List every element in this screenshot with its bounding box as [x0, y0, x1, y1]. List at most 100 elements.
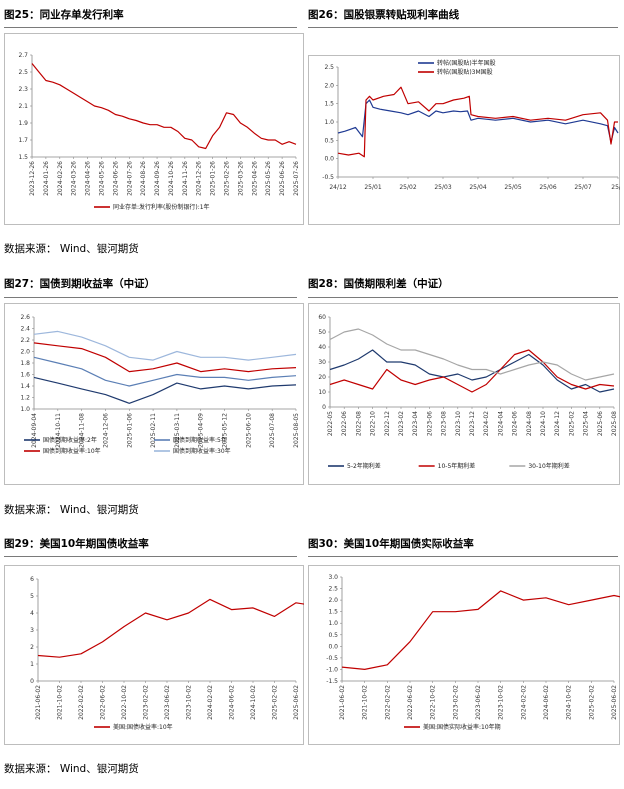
x-tick-label: 2024-07-26 — [126, 161, 133, 196]
y-tick-label: 20 — [318, 374, 326, 381]
figure-title: 图25：同业存单发行利率 — [4, 9, 124, 21]
y-tick-label: 2.5 — [324, 64, 334, 71]
y-tick-label: 1.0 — [324, 119, 334, 126]
x-tick-label: 2023-02-02 — [452, 685, 459, 720]
x-tick-label: 2024-01-26 — [43, 161, 50, 196]
series-line — [31, 63, 297, 150]
figure-title: 图28：国债期限利差（中证） — [308, 278, 449, 290]
x-tick-label: 25/06 — [539, 184, 556, 191]
y-tick-label: 1.5 — [328, 609, 338, 616]
x-tick-label: 2022-08 — [355, 411, 362, 436]
divider — [308, 27, 618, 28]
data-source-note: 数据来源： Wind、银河期货 — [4, 504, 139, 516]
x-tick-label: 2024-04-26 — [85, 161, 92, 196]
y-tick-label: 2.5 — [328, 586, 338, 593]
x-tick-label: 2024-10-26 — [168, 161, 175, 196]
x-tick-label: 2024-05-26 — [98, 161, 105, 196]
x-tick-label: 25/02 — [399, 184, 416, 191]
x-tick-label: 2023-06 — [426, 411, 433, 436]
y-tick-label: 2.7 — [18, 52, 28, 59]
y-tick-label: 10 — [318, 389, 326, 396]
x-tick-label: 2024-10 — [540, 411, 547, 436]
y-tick-label: 1.2 — [20, 395, 30, 402]
chart-svg: -0.5 0.0 0.5 1.0 1.5 2.0 2.5 24/12 25/01 25/02 25/… — [322, 59, 620, 191]
x-tick-label: 2025-02 — [568, 411, 575, 436]
x-tick-label: 25/01 — [364, 184, 381, 191]
x-tick-label: 2023-06-02 — [475, 685, 482, 720]
x-tick-label: 25/0 — [611, 184, 620, 191]
y-tick-label: 1.4 — [20, 383, 30, 390]
y-tick-label: 3.0 — [328, 574, 338, 581]
y-tick-label: 1.0 — [20, 406, 30, 413]
chart-svg: 1.5 1.7 1.9 2.1 2.3 2.5 2.7 2023-12-26 2024-01-2… — [18, 52, 300, 211]
series-line — [337, 86, 618, 158]
y-tick-label: 0 — [322, 404, 326, 411]
x-tick-label: 2023-12-26 — [29, 161, 36, 196]
x-tick-label: 24/12 — [329, 184, 346, 191]
legend-label: 国债到期收益率:2年 — [43, 436, 97, 444]
x-tick-label: 2024-12-26 — [196, 161, 203, 196]
x-tick-label: 2024-11-08 — [79, 413, 86, 448]
series-line — [329, 349, 615, 393]
divider — [308, 556, 618, 557]
chart-svg: -1.5 -1.0 -0.5 0.0 0.5 1.0 1.5 2.0 2.5 3.0 2021-06… — [326, 574, 620, 731]
x-tick-label: 25/05 — [504, 184, 521, 191]
y-tick-label: 2.2 — [20, 337, 30, 344]
chart-frame — [4, 565, 304, 745]
y-tick-label: -0.5 — [322, 174, 334, 181]
x-tick-label: 2024-08-26 — [140, 161, 147, 196]
x-tick-label: 2025-03-11 — [174, 413, 181, 448]
series-line — [33, 356, 297, 387]
series-line — [337, 99, 619, 143]
legend-label: 转帖(国股贴)半年国股 — [437, 59, 496, 67]
y-tick-label: 2.3 — [18, 86, 28, 93]
x-tick-label: 2025-02-02 — [272, 685, 279, 720]
legend-label: 美国:国债实际收益率:10年期 — [423, 723, 501, 731]
y-tick-label: 0 — [30, 678, 34, 685]
x-tick-label: 2025-06 — [597, 411, 604, 436]
chart-fig27: 1.0 1.2 1.4 1.6 1.8 2.0 2.2 2.4 2.6 2024-09-04 202… — [4, 303, 304, 485]
legend-label: 国债到期收益率:30年 — [173, 447, 231, 455]
x-tick-label: 2021-10-02 — [362, 685, 369, 720]
y-tick-label: -0.5 — [326, 655, 338, 662]
x-tick-label: 2022-10-02 — [430, 685, 437, 720]
x-tick-label: 2025-07-08 — [269, 413, 276, 448]
x-tick-label: 2021-10-02 — [57, 685, 64, 720]
data-source-note: 数据来源： Wind、银河期货 — [4, 763, 139, 775]
x-tick-label: 2024-02-26 — [57, 161, 64, 196]
y-tick-label: 2.5 — [18, 69, 28, 76]
x-tick-label: 2022-12 — [384, 411, 391, 436]
figure-title: 图29：美国10年期国债收益率 — [4, 538, 149, 550]
x-tick-label: 2022-02-02 — [384, 685, 391, 720]
x-tick-label: 2024-02 — [483, 411, 490, 436]
divider — [4, 556, 297, 557]
y-tick-label: 30 — [318, 359, 326, 366]
series-line — [329, 328, 615, 381]
x-tick-label: 2024-10-11 — [55, 413, 62, 448]
series-line — [33, 342, 297, 373]
x-tick-label: 25/04 — [469, 184, 486, 191]
x-tick-label: 2025-08-05 — [293, 413, 300, 448]
x-tick-label: 2025-05-26 — [265, 161, 272, 196]
x-tick-label: 2025-02-11 — [150, 413, 157, 448]
y-tick-label: 4 — [30, 610, 34, 617]
x-tick-label: 2025-02-26 — [224, 161, 231, 196]
y-tick-label: 1.7 — [18, 137, 28, 144]
chart-svg: 1.0 1.2 1.4 1.6 1.8 2.0 2.2 2.4 2.6 2024-09-04 202… — [20, 314, 300, 455]
x-tick-label: 2023-10-02 — [498, 685, 505, 720]
x-tick-label: 2024-06 — [512, 411, 519, 436]
x-tick-label: 2024-09-04 — [31, 413, 38, 448]
x-tick-label: 2024-02-02 — [520, 685, 527, 720]
figure-title: 图30：美国10年期国债实际收益率 — [308, 538, 474, 550]
series-line — [33, 330, 297, 361]
legend-label: 国债到期收益率:10年 — [43, 447, 101, 455]
x-tick-label: 2022-10-02 — [121, 685, 128, 720]
x-tick-label: 2023-10 — [455, 411, 462, 436]
y-tick-label: 2.0 — [328, 597, 338, 604]
y-tick-label: 0.5 — [324, 137, 334, 144]
x-tick-label: 2023-04 — [412, 411, 419, 436]
series-line — [329, 349, 615, 393]
x-tick-label: 25/07 — [574, 184, 591, 191]
chart-fig30: -1.5 -1.0 -0.5 0.0 0.5 1.0 1.5 2.0 2.5 3.0 2021-06… — [308, 565, 620, 745]
legend-label: 5-2年期利差 — [347, 462, 381, 470]
